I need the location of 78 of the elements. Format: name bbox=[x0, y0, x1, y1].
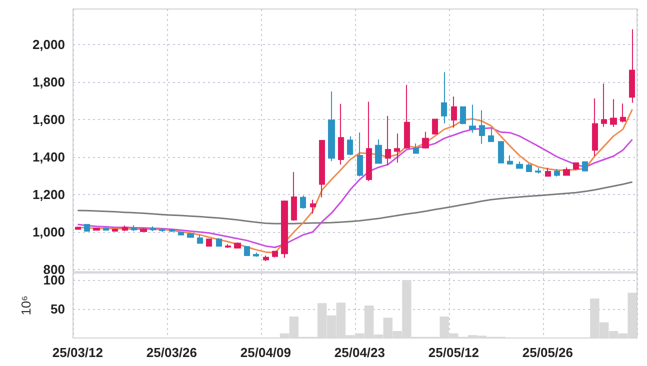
candlestick bbox=[122, 224, 128, 232]
candlestick bbox=[460, 106, 466, 125]
candlestick bbox=[319, 140, 325, 198]
candlestick bbox=[526, 163, 532, 173]
candlestick bbox=[498, 140, 504, 164]
candlestick bbox=[244, 246, 250, 256]
candlestick bbox=[488, 127, 494, 143]
candlestick bbox=[535, 167, 541, 174]
candlestick bbox=[103, 227, 109, 232]
candlestick bbox=[545, 167, 551, 178]
candlestick bbox=[150, 226, 156, 232]
x-tick-label: 25/03/26 bbox=[146, 345, 198, 360]
candlestick bbox=[573, 162, 579, 171]
candlestick bbox=[375, 138, 382, 164]
candlestick bbox=[310, 199, 316, 214]
candlestick bbox=[629, 28, 635, 104]
line-series bbox=[76, 108, 634, 254]
candlestick bbox=[178, 232, 184, 236]
candlestick bbox=[610, 98, 617, 128]
candlestick bbox=[93, 227, 100, 232]
candlestick bbox=[601, 83, 607, 128]
candlestick bbox=[432, 118, 438, 136]
y-tick-label: 1,000 bbox=[32, 224, 65, 240]
y-tick-label: 2,000 bbox=[32, 37, 65, 52]
candlestick bbox=[357, 132, 363, 177]
y-tick-label: 50 bbox=[50, 301, 65, 316]
candlestick bbox=[385, 115, 391, 166]
candlestick bbox=[272, 250, 278, 258]
candlestick bbox=[187, 232, 194, 238]
candlestick bbox=[253, 252, 259, 258]
candlestick bbox=[206, 238, 212, 247]
candlestick bbox=[291, 172, 297, 222]
candlestick bbox=[338, 103, 344, 166]
y-tick-label: 1,400 bbox=[32, 150, 65, 165]
candlestick bbox=[563, 166, 570, 176]
line-series bbox=[76, 127, 634, 248]
x-tick-label: 25/04/23 bbox=[334, 345, 386, 360]
candlestick bbox=[216, 238, 222, 248]
candlestick bbox=[413, 143, 419, 154]
y-tick-label: 1,800 bbox=[32, 74, 65, 90]
candlestick bbox=[197, 234, 203, 244]
candlestick bbox=[112, 228, 118, 232]
candlestick bbox=[225, 244, 231, 248]
candlestick bbox=[169, 228, 175, 233]
candlestick bbox=[620, 102, 626, 123]
candlestick bbox=[516, 161, 523, 170]
candlestick bbox=[441, 72, 447, 124]
candlestick bbox=[394, 133, 400, 164]
candlestick bbox=[131, 224, 137, 232]
candlestick bbox=[347, 136, 353, 156]
candlestick bbox=[366, 101, 372, 182]
candlestick bbox=[234, 242, 241, 250]
line-series bbox=[76, 181, 634, 224]
candlestick bbox=[469, 104, 476, 134]
x-tick-label: 25/04/09 bbox=[240, 345, 292, 360]
candlestick bbox=[422, 131, 429, 150]
candlestick bbox=[300, 194, 306, 210]
candlestick bbox=[404, 84, 410, 150]
candlestick bbox=[582, 161, 588, 172]
candlestick bbox=[451, 96, 457, 128]
candlestick bbox=[507, 154, 513, 166]
candlestick bbox=[592, 98, 598, 157]
candlestick bbox=[281, 200, 288, 258]
x-tick-label: 25/05/12 bbox=[428, 345, 480, 360]
candlestick bbox=[84, 223, 90, 232]
y-tick-label: 1,200 bbox=[32, 187, 65, 202]
y-tick-label: 1,600 bbox=[32, 112, 65, 128]
candlestick bbox=[263, 254, 269, 262]
candlestick bbox=[159, 228, 165, 233]
candlestick bbox=[75, 226, 81, 230]
y-axis-title: 10⁶ bbox=[18, 296, 34, 316]
candlestick bbox=[140, 228, 147, 233]
x-tick-label: 25/03/12 bbox=[52, 345, 104, 360]
x-tick-label: 25/05/26 bbox=[522, 345, 574, 360]
candlestick bbox=[328, 90, 335, 162]
candlestick bbox=[479, 110, 485, 144]
candlestick bbox=[554, 168, 560, 178]
y-tick-label: 800 bbox=[43, 262, 65, 277]
